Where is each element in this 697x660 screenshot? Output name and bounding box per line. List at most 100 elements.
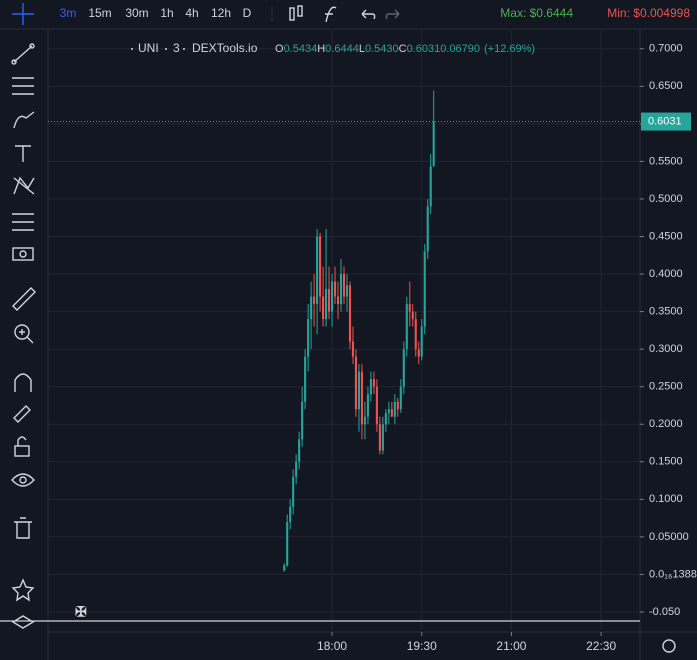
candle-body [301,401,304,440]
x-tick-label: 21:00 [496,639,526,653]
candle-body [366,394,369,417]
candle-body [369,379,372,395]
y-tick-label: 0.5000 [649,193,683,205]
candle-body [417,349,420,357]
candle-body [292,476,295,507]
candle-body [286,521,289,566]
legend: UNI 3 DEXTools.io [138,41,258,55]
ohlc-value: 0.5430 [365,43,399,55]
min-label: Min: $0.004998 [607,6,690,20]
candle-body [316,236,319,305]
interval-button[interactable]: 30m [125,6,148,20]
ohlc-text: O0.5434H0.6444L0.5430C0.60310.06790 (+12.… [275,43,535,55]
candle-body [307,319,310,357]
candle-body [360,371,363,425]
candle-body [342,274,346,297]
candle-body [381,424,384,451]
interval-button[interactable]: 12h [211,6,231,20]
interval-button[interactable]: 3m [60,6,77,20]
candle-body [414,319,417,350]
candle-body [384,412,387,425]
candle-body [357,371,360,410]
ohlc-value: 0.6444 [325,43,359,55]
candle-body [372,379,375,387]
change-pct: (+12.69%) [484,43,535,55]
candle-body [304,356,307,402]
candle-body [378,424,381,451]
ohlc-label: L [359,43,365,55]
candle-body [310,296,313,320]
chart-type-icon[interactable] [289,5,303,21]
interval-button[interactable]: 4h [185,6,198,20]
x-tick-label: 22:30 [586,639,616,653]
interval-button[interactable]: D [243,6,252,20]
y-tick-label: 0.1500 [649,456,683,468]
y-tick-label: 0.05000 [649,531,689,543]
candle-body [322,296,325,320]
y-tick-label: 0.4500 [649,230,683,242]
plot [283,90,435,572]
separator [165,48,167,50]
last-price-tag [641,112,691,131]
logo: ✠ [75,604,87,620]
separator [183,48,185,50]
x-tick-label: 18:00 [317,639,347,653]
drawing-tools[interactable] [11,43,676,653]
candle-body [298,439,301,462]
candle-body [319,236,322,297]
candle-body [408,304,411,312]
interval-button[interactable]: 1h [160,6,173,20]
candle-body [432,121,435,167]
y-tick-label: 0.3000 [649,343,683,355]
ohlc-label: C [399,43,407,55]
y-tick-label: 0.2500 [649,381,683,393]
candle-body [283,565,286,571]
candle-body [339,274,343,305]
candle-body [387,409,390,413]
last-price-label: 0.6031 [648,115,682,127]
change: 0.06790 [440,43,480,55]
candle-body [393,401,396,417]
ohlc-legend: O0.5434H0.6444L0.5430C0.60310.06790 (+12.… [275,43,535,55]
y-tick-label: 0.7000 [649,43,683,55]
candle-body [351,341,355,357]
x-tick-label: 19:30 [407,639,437,653]
candle-body [336,296,340,305]
source: DEXTools.io [192,41,258,55]
crosshair-icon[interactable] [12,3,34,25]
y-tick-label: 0.4000 [649,268,683,280]
indicators-icon[interactable] [325,6,337,23]
max-label: Max: $0.6444 [500,6,573,20]
ohlc-value: 0.6031 [407,43,441,55]
y-tick-label: 0.6500 [649,80,683,92]
interval: 3 [173,41,180,55]
undo-icon[interactable] [361,9,376,20]
candle-body [295,461,298,477]
candle-body [289,506,292,522]
candle-body [333,281,337,297]
interval-button[interactable]: 15m [88,6,111,20]
candle-body [399,386,402,410]
y-tick-label: 0.3500 [649,306,683,318]
candle-body [390,409,393,417]
y-tick-label: -0.050 [649,606,680,618]
candle-body [429,166,432,207]
candle-body [363,416,366,425]
candle-body [402,349,405,387]
candle-body [420,326,423,357]
y-tick-label: 0.0₁₆1388 [649,568,697,580]
ohlc-value: 0.5434 [284,43,318,55]
candle-body [375,386,378,425]
separator [131,48,133,50]
interval-bar: 3m 15m 30m 1h 4h 12h D [60,6,252,20]
candle-body [330,281,334,312]
y-tick-label: 0.5500 [649,155,683,167]
candle-body [396,401,399,410]
candle-body [313,296,316,305]
y-tick-label: 0.1000 [649,493,683,505]
candle-body [345,285,349,297]
redo-icon[interactable] [385,9,400,20]
candle-body [405,304,408,350]
